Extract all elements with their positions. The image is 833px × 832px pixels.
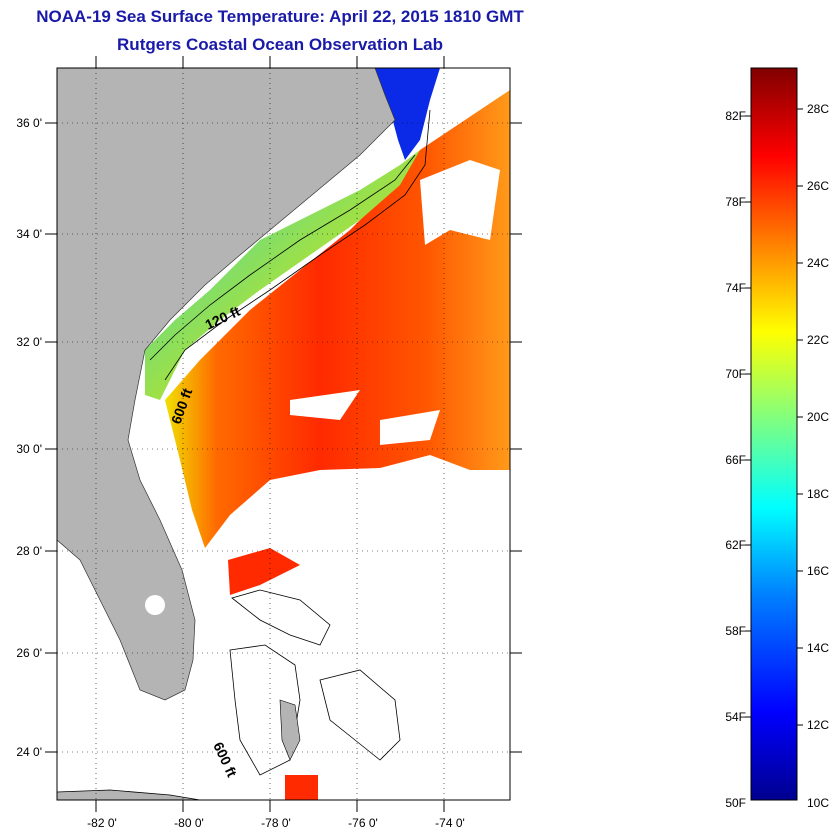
contour-600ft [164,109,431,381]
lat-tick-label: 28 0' [16,544,42,558]
cloud-gap [290,390,360,420]
colorbar-c-label: 18C [807,487,829,501]
sst-shelf-water [145,150,420,400]
bahamas-bank [231,589,331,646]
colorbar-c-label: 14C [807,641,829,655]
lat-tick-label: 26 0' [16,646,42,660]
colorbar-f-label: 54F [725,710,746,724]
colorbar-f-label: 66F [725,453,746,467]
lon-tick-label: -82 0' [87,816,117,830]
colorbar-f-label: 74F [725,281,746,295]
sst-south-patch [228,548,300,595]
colorbar-f-label: 58F [725,624,746,638]
land-mainland [57,68,396,701]
colorbar-c-label: 28C [807,102,829,116]
colorbar-f-label: 62F [725,538,746,552]
colorbar-c-label: 26C [807,179,829,193]
colorbar-f-label: 82F [725,109,746,123]
colorbar-c-label: 16C [807,564,829,578]
lon-tick-label: -78 0' [261,816,291,830]
cloud-gap [380,410,440,445]
lake-okeechobee [145,595,165,615]
lon-axis: -82 0' -80 0' -78 0' -76 0' -74 0' [87,56,465,830]
map-frame [56,67,511,801]
lat-tick-label: 34 0' [16,227,42,241]
lat-tick-label: 36 0' [16,116,42,130]
contour-120ft [149,154,416,361]
lon-tick-label: -76 0' [348,816,378,830]
graticule [57,68,510,800]
colorbar-c-label: 24C [807,256,829,270]
bahamas-bank [319,669,401,761]
map-title: NOAA-19 Sea Surface Temperature: April 2… [36,7,524,26]
cuba-outline [57,789,201,800]
lon-tick-label: -80 0' [174,816,204,830]
lat-tick-label: 24 0' [16,745,42,759]
lat-tick-label: 30 0' [16,442,42,456]
map-subtitle: Rutgers Coastal Ocean Observation Lab [117,35,443,54]
map-panel[interactable]: 120 ft 600 ft 600 ft [56,67,511,801]
colorbar-c-label: 12C [807,718,829,732]
colorbar-c-label: 10C [807,796,829,810]
colorbar-scale [750,67,798,801]
sst-cold-water [375,68,440,160]
colorbar-f-label: 78F [725,195,746,209]
colorbar-c-label: 20C [807,410,829,424]
andros-island [279,699,301,761]
colorbar: 82F 78F 74F 70F 66F 62F 58F 54F 50F 28C … [725,67,829,810]
lon-tick-label: -74 0' [435,816,465,830]
colorbar-c-label: 22C [807,333,829,347]
colorbar-f-label: 70F [725,367,746,381]
cloud-gap [420,160,500,245]
lat-axis: 36 0' 34 0' 32 0' 30 0' 28 0' 26 0' 24 0… [16,116,522,759]
colorbar-f-label: 50F [725,796,746,810]
sst-keys-patch [285,775,318,800]
lat-tick-label: 32 0' [16,335,42,349]
